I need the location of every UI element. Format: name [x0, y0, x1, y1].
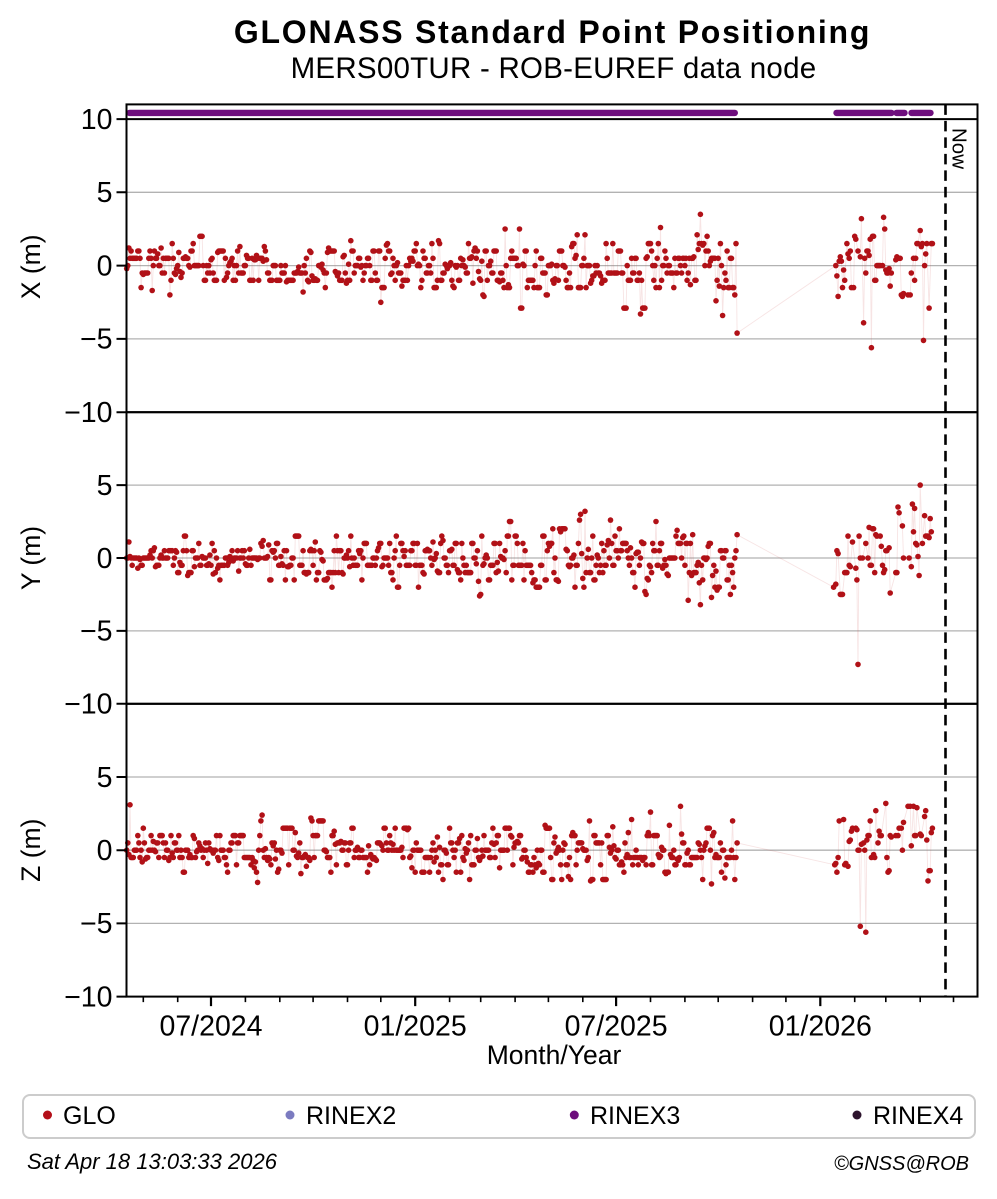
svg-text:X (m): X (m): [16, 234, 46, 299]
svg-text:Month/Year: Month/Year: [487, 1040, 622, 1070]
svg-text:−5: −5: [80, 908, 113, 940]
svg-text:10: 10: [81, 104, 113, 136]
svg-text:−5: −5: [80, 324, 113, 356]
svg-text:GLONASS Standard Point Positio: GLONASS Standard Point Positioning: [234, 14, 871, 50]
svg-text:5: 5: [97, 177, 113, 209]
svg-text:©GNSS@ROB: ©GNSS@ROB: [834, 1153, 969, 1175]
svg-text:GLO: GLO: [63, 1102, 116, 1130]
svg-text:07/2025: 07/2025: [565, 1011, 668, 1043]
svg-text:01/2026: 01/2026: [769, 1011, 872, 1043]
svg-text:Y (m): Y (m): [16, 526, 46, 590]
svg-text:Sat Apr 18 13:03:33 2026: Sat Apr 18 13:03:33 2026: [27, 1149, 278, 1174]
svg-text:RINEX3: RINEX3: [590, 1102, 680, 1130]
svg-text:0: 0: [97, 543, 113, 575]
svg-text:0: 0: [97, 250, 113, 282]
svg-text:−10: −10: [64, 981, 112, 1013]
svg-text:−5: −5: [80, 616, 113, 648]
svg-text:5: 5: [97, 470, 113, 502]
svg-text:Z (m): Z (m): [16, 819, 46, 882]
svg-text:5: 5: [97, 762, 113, 794]
svg-text:MERS00TUR - ROB-EUREF data nod: MERS00TUR - ROB-EUREF data node: [291, 52, 817, 85]
svg-text:−10: −10: [64, 689, 112, 721]
svg-text:01/2025: 01/2025: [364, 1011, 467, 1043]
svg-text:−10: −10: [64, 397, 112, 429]
svg-text:Now: Now: [948, 128, 971, 169]
svg-text:07/2024: 07/2024: [159, 1011, 262, 1043]
svg-text:RINEX4: RINEX4: [873, 1102, 963, 1130]
svg-text:RINEX2: RINEX2: [306, 1102, 396, 1130]
svg-text:0: 0: [97, 835, 113, 867]
